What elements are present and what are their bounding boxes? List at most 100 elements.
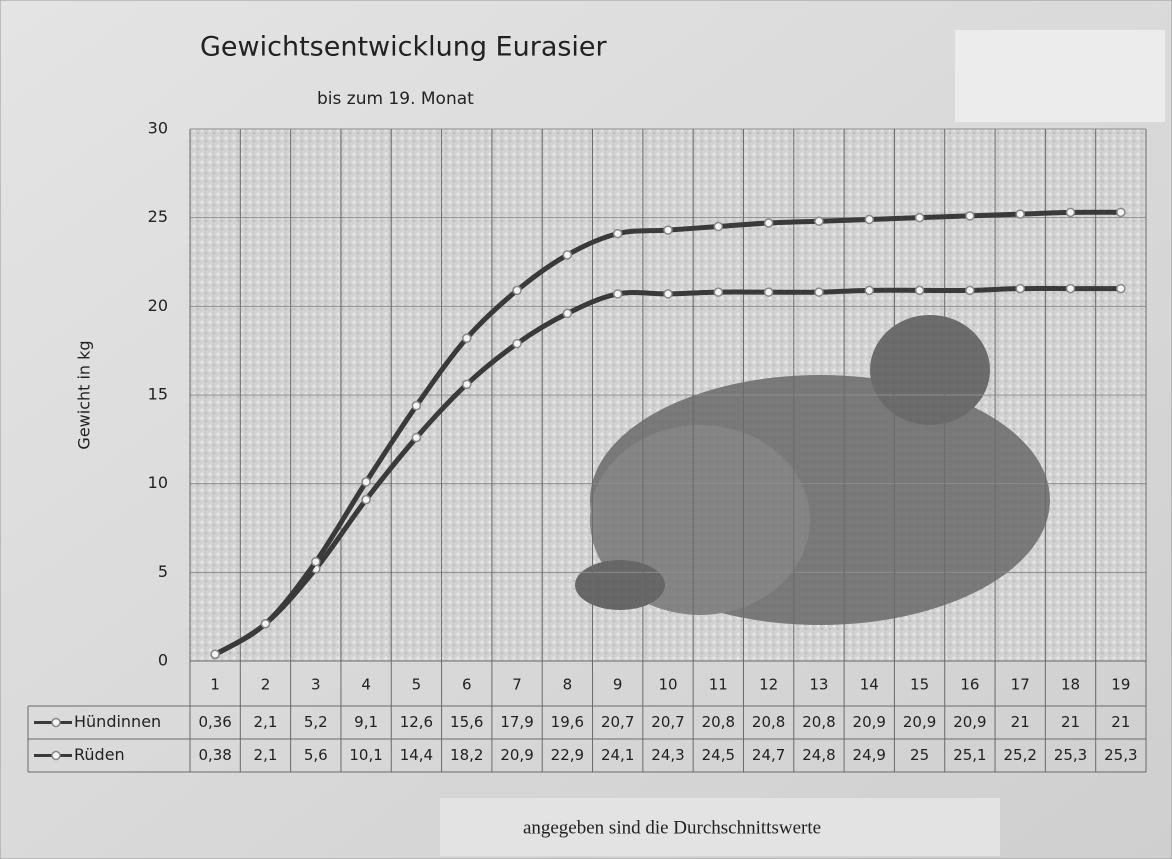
legend-key-marker <box>52 752 60 760</box>
table-value: 24,8 <box>802 746 835 764</box>
point-marker <box>563 309 571 317</box>
table-value: 20,7 <box>601 713 634 731</box>
chart-title: Gewichtsentwicklung Eurasier <box>200 32 608 63</box>
point-marker <box>815 217 823 225</box>
point-marker <box>714 223 722 231</box>
x-tick-label: 15 <box>910 676 929 694</box>
x-tick-label: 7 <box>512 676 522 694</box>
table-value: 5,2 <box>304 713 328 731</box>
x-tick-label: 19 <box>1111 676 1130 694</box>
point-marker <box>412 402 420 410</box>
table-value: 24,1 <box>601 746 634 764</box>
table-value: 22,9 <box>551 746 584 764</box>
table-value: 21 <box>1011 713 1030 731</box>
table-value: 20,8 <box>752 713 785 731</box>
point-marker <box>1016 285 1024 293</box>
y-tick-label: 10 <box>148 473 168 492</box>
legend-label: Hündinnen <box>74 712 161 731</box>
x-tick-label: 6 <box>462 676 472 694</box>
table-value: 2,1 <box>254 713 278 731</box>
point-marker <box>513 340 521 348</box>
table-value: 0,38 <box>198 746 231 764</box>
table-value: 25,3 <box>1054 746 1087 764</box>
y-tick-label: 5 <box>158 562 168 581</box>
point-marker <box>563 251 571 259</box>
y-tick-label: 15 <box>148 385 168 404</box>
table-value: 19,6 <box>551 713 584 731</box>
chart: Gewichtsentwicklung Eurasier bis zum 19.… <box>0 0 1172 859</box>
point-marker <box>865 286 873 294</box>
y-tick-label: 25 <box>148 207 168 226</box>
table-value: 20,9 <box>903 713 936 731</box>
x-tick-label: 9 <box>613 676 623 694</box>
legend-label: Rüden <box>74 745 125 764</box>
table-value: 12,6 <box>400 713 433 731</box>
y-tick-label: 30 <box>148 119 168 138</box>
point-marker <box>916 214 924 222</box>
table-value: 20,9 <box>953 713 986 731</box>
table-value: 9,1 <box>354 713 378 731</box>
legend-key-marker <box>52 719 60 727</box>
point-marker <box>362 496 370 504</box>
table-value: 20,7 <box>651 713 684 731</box>
point-marker <box>865 215 873 223</box>
y-axis-label: Gewicht in kg <box>75 340 94 449</box>
table-value: 0,36 <box>198 713 231 731</box>
table-value: 5,6 <box>304 746 328 764</box>
table-value: 2,1 <box>254 746 278 764</box>
x-tick-label: 13 <box>809 676 828 694</box>
x-tick-label: 5 <box>412 676 422 694</box>
table-value: 21 <box>1111 713 1130 731</box>
point-marker <box>463 334 471 342</box>
table-value: 24,9 <box>853 746 886 764</box>
table-value: 25,1 <box>953 746 986 764</box>
x-tick-label: 8 <box>563 676 573 694</box>
x-tick-label: 1 <box>210 676 220 694</box>
point-marker <box>916 286 924 294</box>
point-marker <box>211 650 219 658</box>
x-tick-label: 14 <box>860 676 879 694</box>
table-value: 21 <box>1061 713 1080 731</box>
table-value: 17,9 <box>500 713 533 731</box>
table-value: 15,6 <box>450 713 483 731</box>
point-marker <box>312 558 320 566</box>
x-tick-label: 16 <box>960 676 979 694</box>
point-marker <box>362 478 370 486</box>
point-marker <box>513 286 521 294</box>
x-tick-label: 10 <box>658 676 677 694</box>
point-marker <box>1067 285 1075 293</box>
table-value: 25,2 <box>1004 746 1037 764</box>
point-marker <box>1117 208 1125 216</box>
point-marker <box>463 380 471 388</box>
point-marker <box>765 288 773 296</box>
table-value: 24,5 <box>702 746 735 764</box>
point-marker <box>714 288 722 296</box>
point-marker <box>1016 210 1024 218</box>
table-value: 20,8 <box>802 713 835 731</box>
point-marker <box>765 219 773 227</box>
x-tick-label: 18 <box>1061 676 1080 694</box>
y-tick-label: 0 <box>158 651 168 670</box>
table-value: 25,3 <box>1104 746 1137 764</box>
table-value: 24,7 <box>752 746 785 764</box>
blank-box <box>955 30 1165 122</box>
point-marker <box>664 290 672 298</box>
x-tick-label: 3 <box>311 676 321 694</box>
x-tick-label: 12 <box>759 676 778 694</box>
table-value: 10,1 <box>349 746 382 764</box>
x-tick-label: 4 <box>361 676 371 694</box>
y-tick-label: 20 <box>148 296 168 315</box>
footnote: angegeben sind die Durchschnittswerte <box>523 817 821 838</box>
table-value: 25 <box>910 746 929 764</box>
x-tick-label: 2 <box>261 676 271 694</box>
point-marker <box>1067 208 1075 216</box>
point-marker <box>664 226 672 234</box>
x-tick-label: 17 <box>1011 676 1030 694</box>
table-value: 18,2 <box>450 746 483 764</box>
x-tick-label: 11 <box>709 676 728 694</box>
point-marker <box>614 290 622 298</box>
point-marker <box>614 230 622 238</box>
point-marker <box>1117 285 1125 293</box>
chart-subtitle: bis zum 19. Monat <box>317 89 474 109</box>
table-value: 20,9 <box>853 713 886 731</box>
